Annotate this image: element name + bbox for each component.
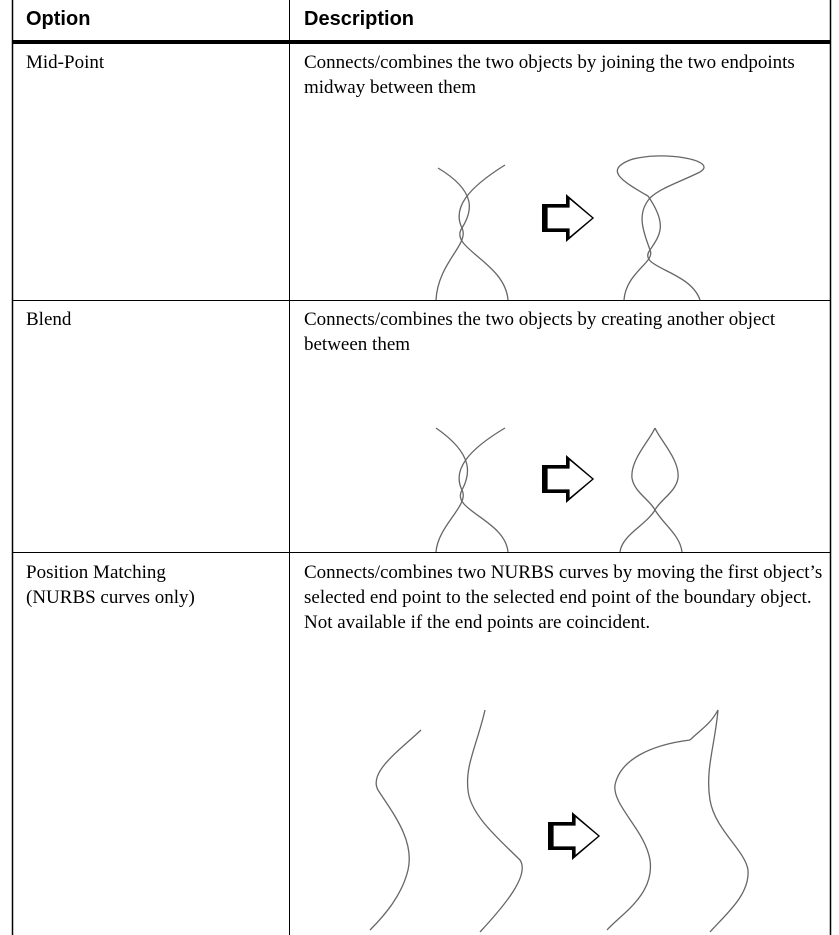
table-lines [11, 0, 832, 935]
description-cell: Connects/combines the two objects by cre… [304, 309, 776, 355]
illustrations [369, 155, 749, 933]
arrows [542, 194, 600, 860]
description-cell: Connects/combines two NURBS curves by mo… [304, 562, 823, 633]
option-cell: Position Matching (NURBS curves only) [26, 560, 281, 610]
description-cell: Connects/combines the two objects by joi… [304, 52, 795, 98]
option-cell: Mid-Point [26, 52, 105, 73]
column-header: Option [26, 8, 91, 30]
column-header: Description [304, 8, 415, 30]
option-line: Position Matching [26, 562, 166, 583]
option-cell: Blend [26, 309, 72, 330]
option-line: (NURBS curves only) [26, 587, 195, 608]
